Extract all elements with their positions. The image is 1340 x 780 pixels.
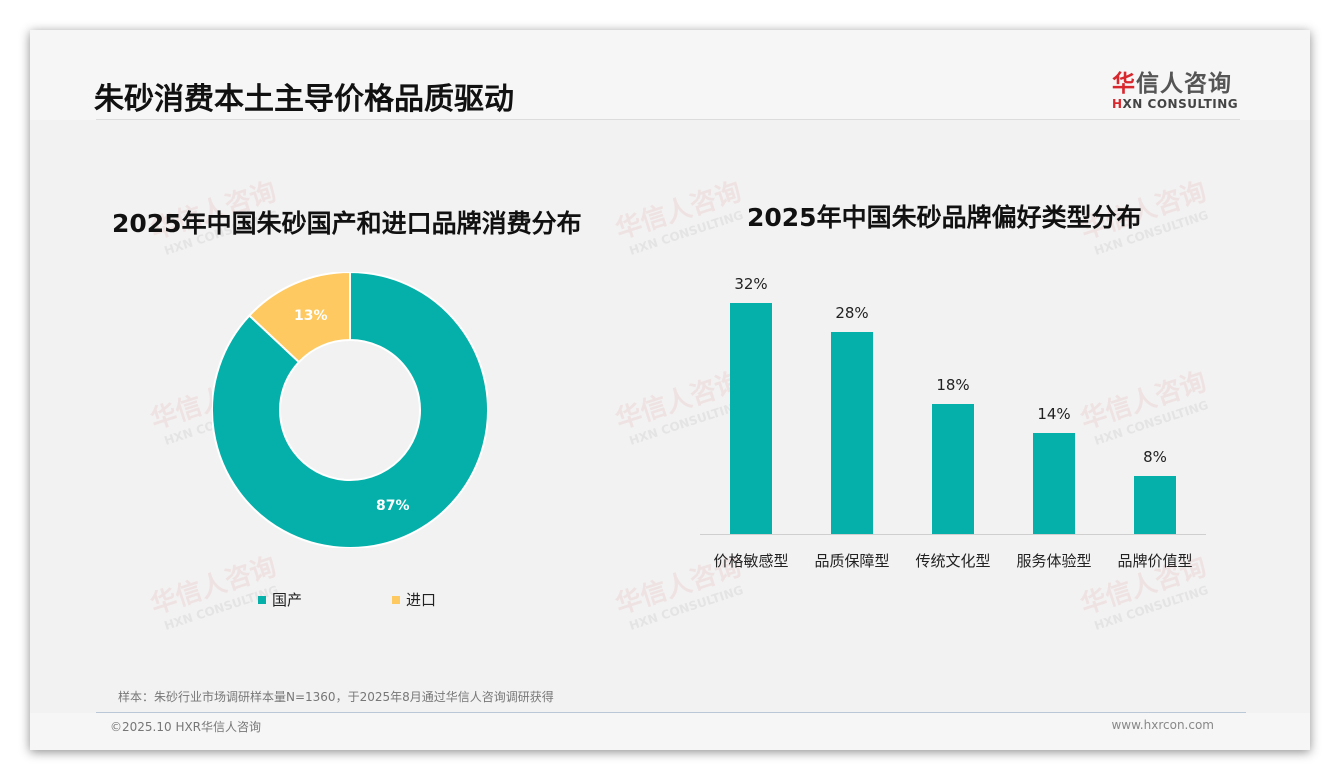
bar: [831, 331, 873, 534]
slice-label-import: 13%: [294, 308, 328, 324]
bar: [932, 404, 974, 534]
page-title: 朱砂消费本土主导价格品质驱动: [94, 82, 514, 117]
donut-chart: 13% 87%: [211, 270, 489, 549]
legend-item-domestic: 国产: [258, 589, 302, 610]
legend-item-import: 进口: [392, 589, 436, 610]
footer-divider: [96, 712, 1246, 713]
bar-value-label: 28%: [835, 303, 869, 322]
website-link[interactable]: www.hxrcon.com: [1111, 718, 1214, 732]
footer-band: [30, 713, 1310, 750]
logo-en-text: XN CONSULTING: [1122, 97, 1239, 111]
logo-en: HXN CONSULTING: [1112, 97, 1242, 111]
legend-label: 进口: [406, 591, 437, 609]
slice-label-domestic: 87%: [376, 498, 410, 514]
category-label: 传统文化型: [915, 552, 991, 570]
category-label: 价格敏感型: [713, 552, 789, 570]
bar: [730, 302, 772, 534]
bar-value-label: 14%: [1037, 404, 1071, 423]
slide: 朱砂消费本土主导价格品质驱动 华信人咨询 HXN CONSULTING 华信人咨…: [30, 30, 1310, 750]
bar-value-label: 8%: [1143, 448, 1167, 467]
bar: [1033, 432, 1075, 534]
donut-chart-title: 2025年中国朱砂国产和进口品牌消费分布: [112, 209, 582, 238]
bar: [1134, 476, 1176, 534]
category-label: 品牌价值型: [1117, 552, 1193, 570]
category-label: 服务体验型: [1016, 552, 1092, 570]
title-divider: [96, 119, 1240, 120]
logo-en-accent: H: [1112, 97, 1123, 111]
donut-slice-0: [211, 270, 489, 549]
x-axis-line: [700, 534, 1206, 535]
donut-slice-1: [247, 270, 351, 364]
bar-value-label: 32%: [734, 274, 768, 293]
legend-swatch-domestic: [258, 595, 266, 604]
company-logo: 华信人咨询 HXN CONSULTING: [1112, 64, 1242, 111]
header-band: [30, 30, 1310, 120]
bar-chart-title: 2025年中国朱砂品牌偏好类型分布: [747, 203, 1142, 232]
logo-cn-text: 信人咨询: [1136, 71, 1232, 97]
bar-value-label: 18%: [936, 376, 970, 395]
legend-swatch-import: [392, 595, 400, 604]
donut-svg: [211, 270, 489, 549]
copyright: ©2025.10 HXR华信人咨询: [110, 720, 262, 734]
logo-cn: 华信人咨询: [1112, 64, 1242, 98]
legend-label: 国产: [272, 591, 303, 609]
category-label: 品质保障型: [814, 552, 890, 570]
sample-note: 样本：朱砂行业市场调研样本量N=1360，于2025年8月通过华信人咨询调研获得: [118, 690, 554, 704]
logo-cn-accent: 华: [1112, 71, 1136, 97]
